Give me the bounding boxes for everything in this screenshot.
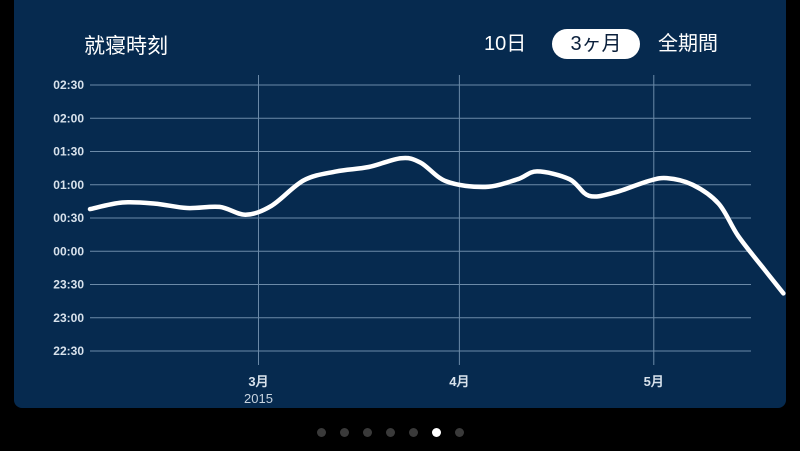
page-dot[interactable] xyxy=(339,428,349,437)
y-tick-label: 23:00 xyxy=(53,311,84,325)
y-tick-label: 22:30 xyxy=(53,344,84,358)
range-all-time-button[interactable]: 全期間 xyxy=(658,33,718,55)
x-tick-label: 3月 xyxy=(248,374,268,389)
x-tick-sublabel: 2015 xyxy=(244,391,273,406)
range-10-days-button[interactable]: 10日 xyxy=(484,33,527,55)
y-tick-label: 01:00 xyxy=(53,178,84,192)
y-tick-label: 02:00 xyxy=(53,111,84,125)
page-dot[interactable] xyxy=(362,428,372,437)
y-tick-label: 00:30 xyxy=(53,211,84,225)
y-tick-label: 00:00 xyxy=(53,244,84,258)
bedtime-series-line xyxy=(87,155,786,296)
y-tick-label: 23:30 xyxy=(53,278,84,292)
range-3-months-button[interactable]: 3ヶ月 xyxy=(552,29,640,59)
x-tick-label: 5月 xyxy=(644,374,664,389)
y-tick-label: 02:30 xyxy=(53,78,84,92)
x-tick-label: 4月 xyxy=(449,374,469,389)
page-dot[interactable] xyxy=(316,428,326,437)
page-dot[interactable] xyxy=(431,428,441,437)
page-dot[interactable] xyxy=(408,428,418,437)
y-tick-label: 01:30 xyxy=(53,145,84,159)
page-dot[interactable] xyxy=(454,428,464,437)
chart-title: 就寝時刻 xyxy=(84,35,168,58)
page-dot[interactable] xyxy=(385,428,395,437)
page-indicator[interactable] xyxy=(0,428,800,438)
